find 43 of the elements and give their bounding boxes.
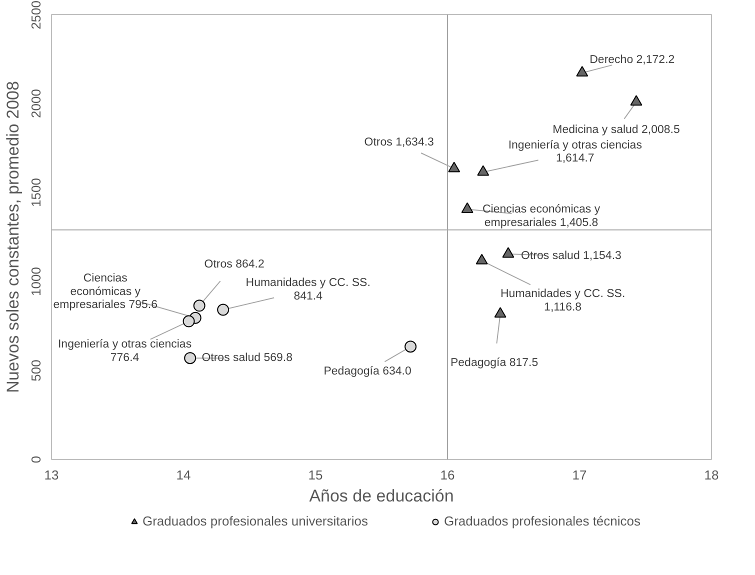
- point: [494, 307, 506, 318]
- x-tick-label: 13: [44, 468, 59, 482]
- y-tick-label: 500: [28, 360, 44, 382]
- point: [477, 165, 490, 176]
- x-tick-label: 18: [704, 468, 719, 482]
- point: [502, 247, 514, 258]
- data-label: Ingeniería y otras ciencias 1,614.7: [508, 139, 642, 165]
- x-tick-label: 17: [572, 468, 587, 482]
- point: [448, 162, 460, 172]
- y-tick-label: 0: [28, 456, 44, 464]
- data-label: Otros 864.2: [204, 258, 264, 271]
- y-axis-title: Nuevos soles constantes, promedio 2008: [4, 81, 22, 393]
- x-tick-label: 15: [308, 468, 323, 482]
- data-label: Pedagogía 817.5: [450, 356, 538, 369]
- point: [404, 340, 417, 353]
- data-label: Pedagogía 634.0: [324, 366, 412, 378]
- y-tick-label: 2000: [28, 89, 44, 118]
- data-label: Otros salud 569.8: [202, 352, 292, 364]
- data-label: Otros salud 1,154.3: [521, 250, 622, 262]
- legend-label: Graduados profesionales universitarios: [142, 514, 368, 528]
- point: [182, 315, 195, 328]
- point: [193, 300, 206, 312]
- point: [461, 202, 474, 213]
- y-tick-label: 1500: [28, 178, 44, 207]
- point: [184, 352, 196, 364]
- point: [630, 95, 642, 106]
- data-label: Derecho 2,172.2: [590, 54, 675, 66]
- point: [576, 66, 588, 77]
- data-label: Humanidades y CC. SS. 841.4: [246, 277, 370, 302]
- data-label: Otros 1,634.3: [364, 136, 434, 149]
- y-tick-label: 1000: [28, 267, 44, 296]
- x-axis-title: Años de educación: [309, 486, 454, 506]
- data-label: Ciencias económicas y empresariales 795.6: [53, 272, 158, 312]
- point: [476, 254, 488, 264]
- x-tick-label: 16: [440, 468, 455, 482]
- point: [217, 304, 230, 316]
- data-label: Medicina y salud 2,008.5: [552, 124, 680, 136]
- data-label: Ingeniería y otras ciencias 776.4: [58, 338, 192, 364]
- data-label: Humanidades y CC. SS. 1,116.8: [500, 288, 626, 314]
- legend-label: Graduados profesionales técnicos: [444, 514, 641, 528]
- y-tick-label: 2500: [28, 0, 44, 30]
- data-label: Ciencias económicas y empresariales 1,405.8: [482, 204, 600, 229]
- x-tick-label: 14: [176, 468, 191, 482]
